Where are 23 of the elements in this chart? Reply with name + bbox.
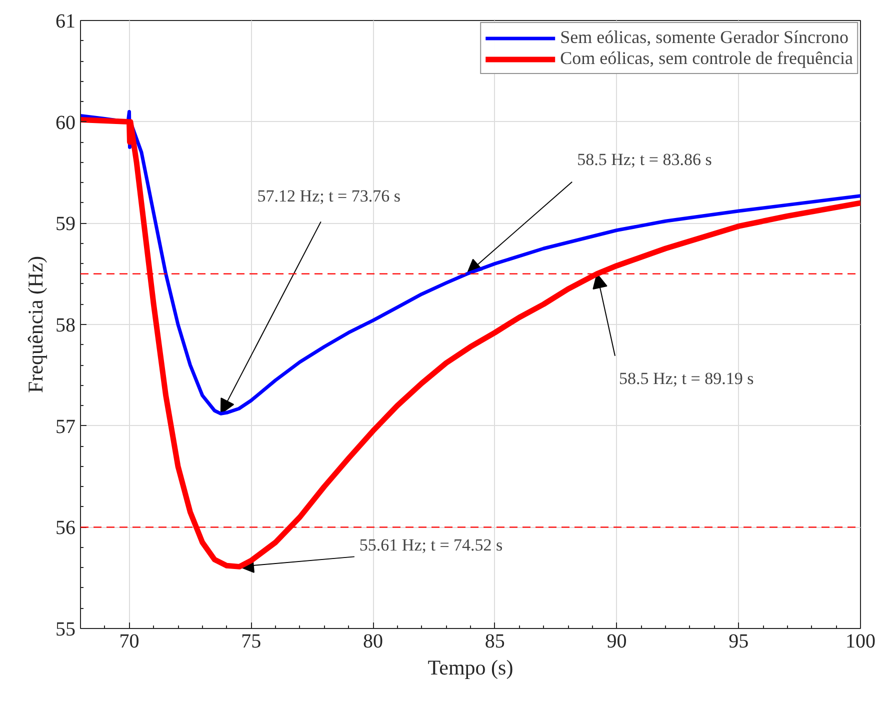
annotation: 58.5 Hz; t = 89.19 s: [619, 368, 754, 388]
y-tick-label: 59: [56, 213, 76, 236]
legend-label: Com eólicas, sem controle de frequência: [560, 48, 853, 69]
y-tick-label: 60: [56, 112, 76, 134]
x-tick-label: 90: [606, 630, 627, 652]
x-tick-label: 95: [728, 630, 749, 652]
annotation: 58.5 Hz; t = 83.86 s: [577, 150, 712, 169]
y-tick-label: 61: [56, 10, 76, 32]
annotation: 55.61 Hz; t = 74.52 s: [359, 536, 503, 555]
x-axis-title: Tempo (s): [428, 656, 514, 680]
y-tick-label: 55: [56, 618, 76, 640]
line-series: [80, 110, 860, 416]
x-tick-label: 80: [363, 630, 383, 652]
legend-label: Sem eólicas, somente Gerador Síncrono: [560, 27, 849, 48]
annotation: 57.12 Hz; t = 73.76 s: [257, 186, 401, 206]
x-tick-label: 75: [241, 630, 262, 652]
x-tick-label: 70: [119, 630, 140, 652]
y-tick-label: 58: [56, 314, 76, 336]
y-tick-label: 57: [56, 416, 76, 438]
y-axis-title: Frequência (Hz): [24, 256, 48, 394]
x-tick-label: 85: [484, 630, 505, 652]
y-tick-label: 56: [56, 517, 76, 540]
x-tick-label: 100: [846, 630, 876, 652]
